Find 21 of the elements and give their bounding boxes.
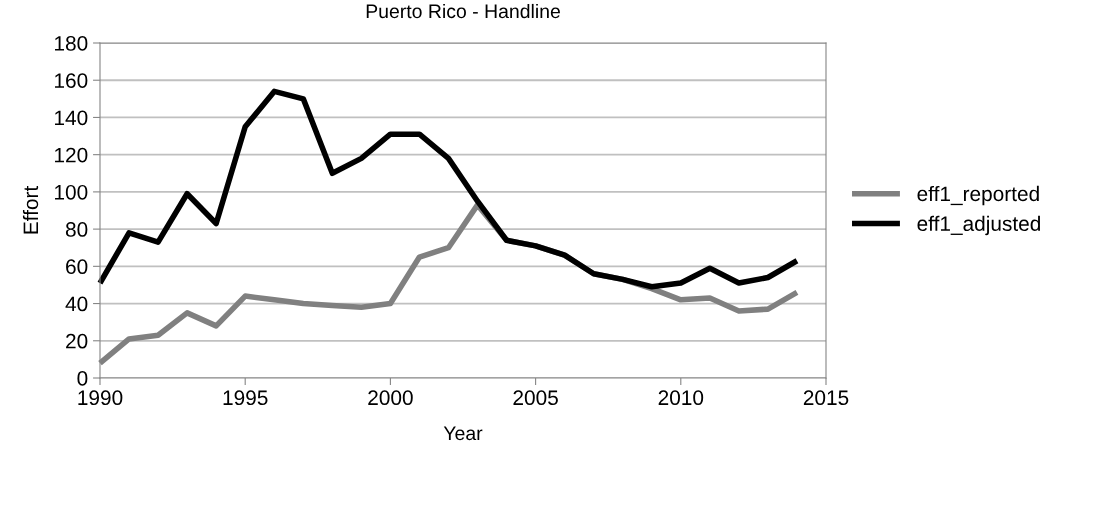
chart-title: Puerto Rico - Handline — [366, 3, 560, 19]
x-axis-title: Year — [443, 426, 483, 441]
y-tick-label: 140 — [55, 110, 88, 126]
x-tick-label: 2005 — [513, 390, 558, 406]
x-tick-label: 1995 — [223, 390, 268, 406]
y-tick-label: 100 — [55, 184, 88, 200]
x-tick-label: 2000 — [368, 390, 413, 406]
y-tick-label: 180 — [55, 36, 88, 51]
legend-label: eff1_adjusted — [917, 215, 1040, 236]
legend-label: eff1_reported — [917, 185, 1039, 206]
y-tick-label: 160 — [55, 73, 88, 88]
x-tick-label: 2015 — [803, 390, 849, 406]
x-tick-label: 1990 — [78, 390, 123, 406]
x-tick-label: 2010 — [658, 390, 704, 406]
y-tick-label: 40 — [65, 296, 88, 312]
y-tick-label: 80 — [65, 222, 88, 237]
y-tick-label: 120 — [55, 147, 88, 163]
y-tick-label: 20 — [66, 333, 88, 349]
y-axis-title: Effort — [22, 185, 39, 234]
y-tick-label: 0 — [77, 371, 88, 386]
y-tick-label: 60 — [66, 259, 88, 275]
